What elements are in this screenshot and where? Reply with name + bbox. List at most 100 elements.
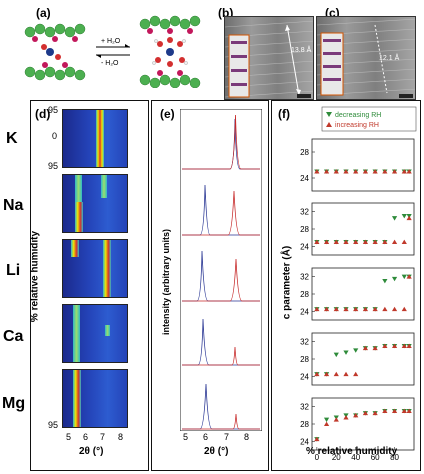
- point-increasing: [314, 169, 320, 174]
- point-increasing: [372, 306, 378, 312]
- tem-c-measure: 12.1 Å: [379, 55, 400, 62]
- point-increasing: [406, 215, 412, 221]
- legend-increasing: increasing RH: [335, 122, 379, 129]
- point-decreasing: [323, 417, 330, 423]
- e-xtick-8: 8: [244, 432, 250, 442]
- ytick-label-k-0: 24: [300, 174, 309, 183]
- point-increasing: [314, 436, 320, 442]
- ytick-label-na-0: 24: [300, 242, 309, 251]
- point-increasing: [391, 239, 398, 244]
- point-decreasing: [333, 352, 339, 358]
- legend-decreasing: decreasing RH: [335, 112, 381, 119]
- ytick-label-li-1: 28: [300, 290, 309, 299]
- point-increasing: [343, 169, 349, 174]
- point-increasing: [343, 306, 349, 312]
- point-increasing: [362, 345, 369, 351]
- point-increasing: [362, 239, 369, 244]
- point-increasing: [372, 410, 378, 416]
- point-increasing: [401, 306, 407, 312]
- tem-image-c: 12.1 Å: [316, 16, 416, 100]
- heatmap-na: [62, 174, 128, 233]
- xtick-label-2: 40: [351, 453, 360, 462]
- panel-f: (f) c parameter (Å) decreasing RH increa…: [271, 100, 421, 471]
- subplot-frame-k: [311, 138, 415, 192]
- point-increasing: [382, 343, 388, 348]
- xtick-label-1: 20: [332, 453, 341, 462]
- ytick-label-mg-1: 28: [300, 420, 309, 429]
- point-increasing: [314, 239, 320, 244]
- panel-d-ylabel: % relative humidity: [29, 230, 41, 323]
- e-xtick-7: 7: [224, 432, 230, 442]
- d-ytick-mg-bottom: 95: [48, 420, 59, 430]
- d-ytick-bottom: 95: [48, 161, 59, 171]
- panel-label-a: (a): [36, 6, 51, 20]
- d-ytick-mid: 0: [52, 131, 58, 141]
- ytick-label-na-1: 28: [300, 225, 309, 234]
- panel-label-f: (f): [278, 107, 290, 121]
- point-increasing: [401, 169, 407, 174]
- point-increasing: [323, 239, 330, 244]
- xtick-label-4: 80: [390, 453, 399, 462]
- subplot-frame-na: [311, 202, 415, 256]
- d-xtick-6: 6: [83, 432, 89, 442]
- legend-marker-increasing: [326, 122, 332, 127]
- panel-d-xlabel: 2θ (°): [79, 446, 104, 457]
- point-increasing: [323, 421, 330, 426]
- point-increasing: [406, 343, 412, 348]
- ytick-label-li-0: 24: [300, 307, 309, 316]
- ytick-label-ca-2: 32: [300, 338, 309, 347]
- point-decreasing: [391, 276, 398, 282]
- point-increasing: [333, 169, 339, 174]
- point-increasing: [353, 412, 359, 418]
- ytick-label-ca-1: 28: [300, 355, 309, 364]
- point-increasing: [333, 239, 339, 244]
- point-increasing: [353, 169, 359, 174]
- tem-image-b: 13.8 Å: [224, 16, 314, 100]
- point-increasing: [382, 169, 388, 174]
- heatmap-mg: [62, 369, 128, 428]
- structure-illustration: + H₂O - H₂O: [24, 15, 201, 88]
- xtick-label-3: 60: [371, 453, 380, 462]
- point-decreasing: [382, 279, 388, 284]
- e-xtick-6: 6: [203, 432, 209, 442]
- ytick-label-k-1: 28: [300, 148, 309, 157]
- point-increasing: [353, 371, 359, 377]
- ytick-label-na-2: 32: [300, 208, 309, 217]
- point-increasing: [314, 371, 320, 377]
- d-xtick-7: 7: [100, 432, 106, 442]
- panel-e-ylabel: intensity (arbitrary units): [161, 228, 171, 336]
- point-increasing: [353, 306, 359, 312]
- point-increasing: [343, 371, 349, 377]
- d-xtick-5: 5: [66, 432, 72, 442]
- point-increasing: [333, 417, 339, 422]
- cation-label-ca: Ca: [3, 328, 24, 345]
- point-increasing: [406, 408, 412, 413]
- point-increasing: [333, 371, 339, 377]
- forward-label: + H₂O: [101, 38, 121, 45]
- heatmap-ca: [62, 304, 128, 363]
- point-decreasing: [391, 216, 398, 221]
- point-increasing: [391, 343, 398, 348]
- panel-e: (e) intensity (arbitrary units) 5 6 7 8 …: [151, 100, 269, 471]
- d-ytick-top: 95: [48, 105, 59, 115]
- tem-b-measure: 13.8 Å: [291, 47, 312, 54]
- cation-label-k: K: [6, 130, 18, 147]
- heatmap-li: [62, 239, 128, 298]
- point-increasing: [362, 306, 369, 312]
- point-decreasing: [401, 274, 407, 280]
- point-increasing: [382, 306, 388, 312]
- cation-label-mg: Mg: [2, 395, 26, 412]
- ytick-label-ca-0: 24: [300, 372, 309, 381]
- panel-label-d: (d): [35, 107, 51, 121]
- point-increasing: [406, 274, 412, 279]
- panel-e-xlabel: 2θ (°): [204, 446, 229, 457]
- legend: decreasing RH increasing RH: [321, 106, 417, 132]
- point-increasing: [401, 343, 407, 348]
- cation-label-na: Na: [3, 197, 24, 214]
- point-increasing: [343, 239, 349, 244]
- ytick-label-mg-2: 32: [300, 403, 309, 412]
- point-increasing: [391, 306, 398, 312]
- point-increasing: [382, 408, 388, 413]
- panel-f-xlabel: % relative humidity: [306, 446, 398, 457]
- point-increasing: [372, 345, 378, 351]
